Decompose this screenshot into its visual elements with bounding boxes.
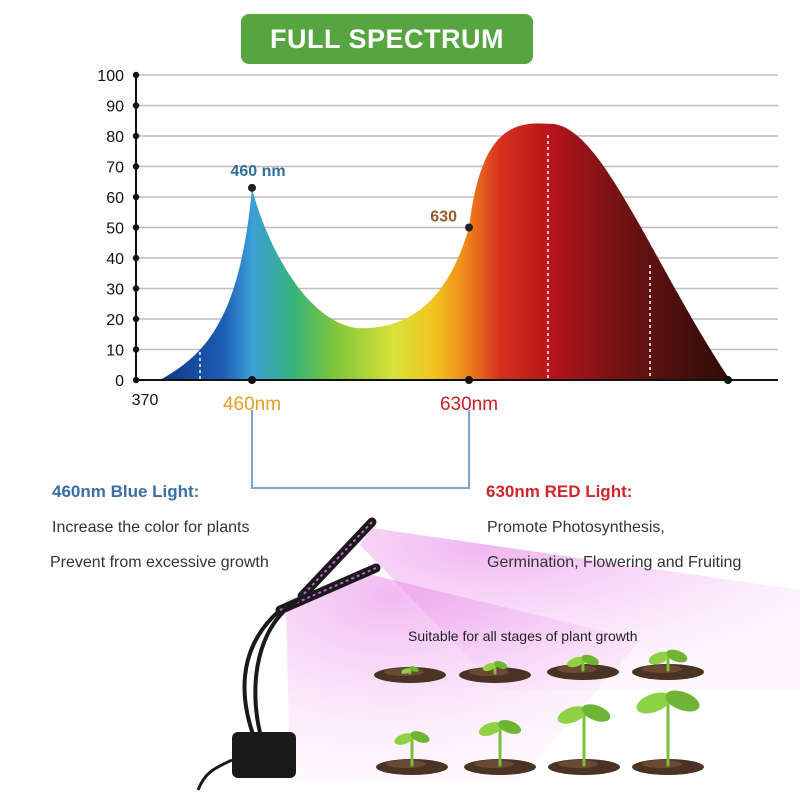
y-tick-mark bbox=[132, 102, 140, 109]
x-tick-mark bbox=[248, 376, 256, 384]
plant-sprout bbox=[632, 690, 704, 775]
y-tick-mark bbox=[132, 163, 140, 170]
y-tick-mark bbox=[132, 224, 140, 231]
spectrum-title-badge: FULL SPECTRUM bbox=[241, 14, 533, 64]
red-light-heading: 630nm RED Light: bbox=[486, 482, 633, 501]
x-tick-label: 370 bbox=[132, 392, 159, 409]
x-axis-labels: 370 460nm 630nm bbox=[132, 376, 732, 415]
y-tick-mark bbox=[132, 285, 140, 292]
y-tick-label: 90 bbox=[106, 99, 124, 116]
y-tick-label: 60 bbox=[106, 190, 124, 207]
growth-caption: Suitable for all stages of plant growth bbox=[408, 628, 638, 644]
red-light-line-2: Germination, Flowering and Fruiting bbox=[487, 554, 742, 571]
y-tick-mark bbox=[132, 315, 140, 323]
peak-label: 460 nm bbox=[230, 163, 285, 180]
y-tick-label: 20 bbox=[106, 312, 124, 329]
y-tick-label: 10 bbox=[106, 343, 124, 360]
plant-sprout bbox=[459, 660, 531, 683]
plant-sprout bbox=[548, 704, 620, 775]
peak-annotations: 460 nm 630 bbox=[230, 163, 473, 232]
peak-point bbox=[465, 223, 473, 232]
y-tick-label: 40 bbox=[106, 251, 124, 268]
y-tick-label: 50 bbox=[106, 221, 124, 238]
plant-sprout bbox=[632, 649, 704, 680]
plant-sprout bbox=[376, 731, 448, 775]
plant-stages bbox=[374, 649, 704, 775]
peak-bracket bbox=[251, 410, 470, 489]
y-tick-mark bbox=[132, 193, 140, 201]
x-tick-label: 630nm bbox=[440, 394, 498, 415]
y-tick-label: 30 bbox=[106, 282, 124, 299]
y-tick-label: 70 bbox=[106, 160, 124, 177]
plant-sprout bbox=[464, 720, 536, 775]
y-tick-mark bbox=[132, 71, 140, 79]
y-tick-mark bbox=[132, 132, 140, 140]
x-tick-mark bbox=[724, 376, 732, 384]
spectrum-guides bbox=[199, 135, 651, 380]
blue-light-line-2: Prevent from excessive growth bbox=[50, 554, 269, 571]
blue-light-line-1: Increase the color for plants bbox=[52, 519, 250, 536]
y-tick-label: 100 bbox=[97, 68, 124, 85]
spectrum-area bbox=[160, 123, 730, 381]
y-tick-mark bbox=[132, 254, 140, 262]
y-tick-label: 80 bbox=[106, 129, 124, 146]
peak-label: 630 bbox=[430, 209, 457, 226]
x-tick-label: 460nm bbox=[223, 394, 281, 415]
red-light-line-1: Promote Photosynthesis, bbox=[487, 519, 665, 536]
x-tick-mark bbox=[465, 376, 473, 384]
y-tick-mark bbox=[132, 376, 140, 384]
plant-sprout bbox=[547, 654, 619, 680]
y-tick-label: 0 bbox=[115, 373, 124, 390]
y-axis: 0 10 20 30 40 50 60 70 80 90 100 bbox=[97, 68, 778, 390]
blue-light-heading: 460nm Blue Light: bbox=[52, 482, 200, 501]
peak-point bbox=[248, 183, 256, 192]
y-tick-mark bbox=[132, 346, 140, 353]
plant-sprout bbox=[374, 666, 446, 683]
